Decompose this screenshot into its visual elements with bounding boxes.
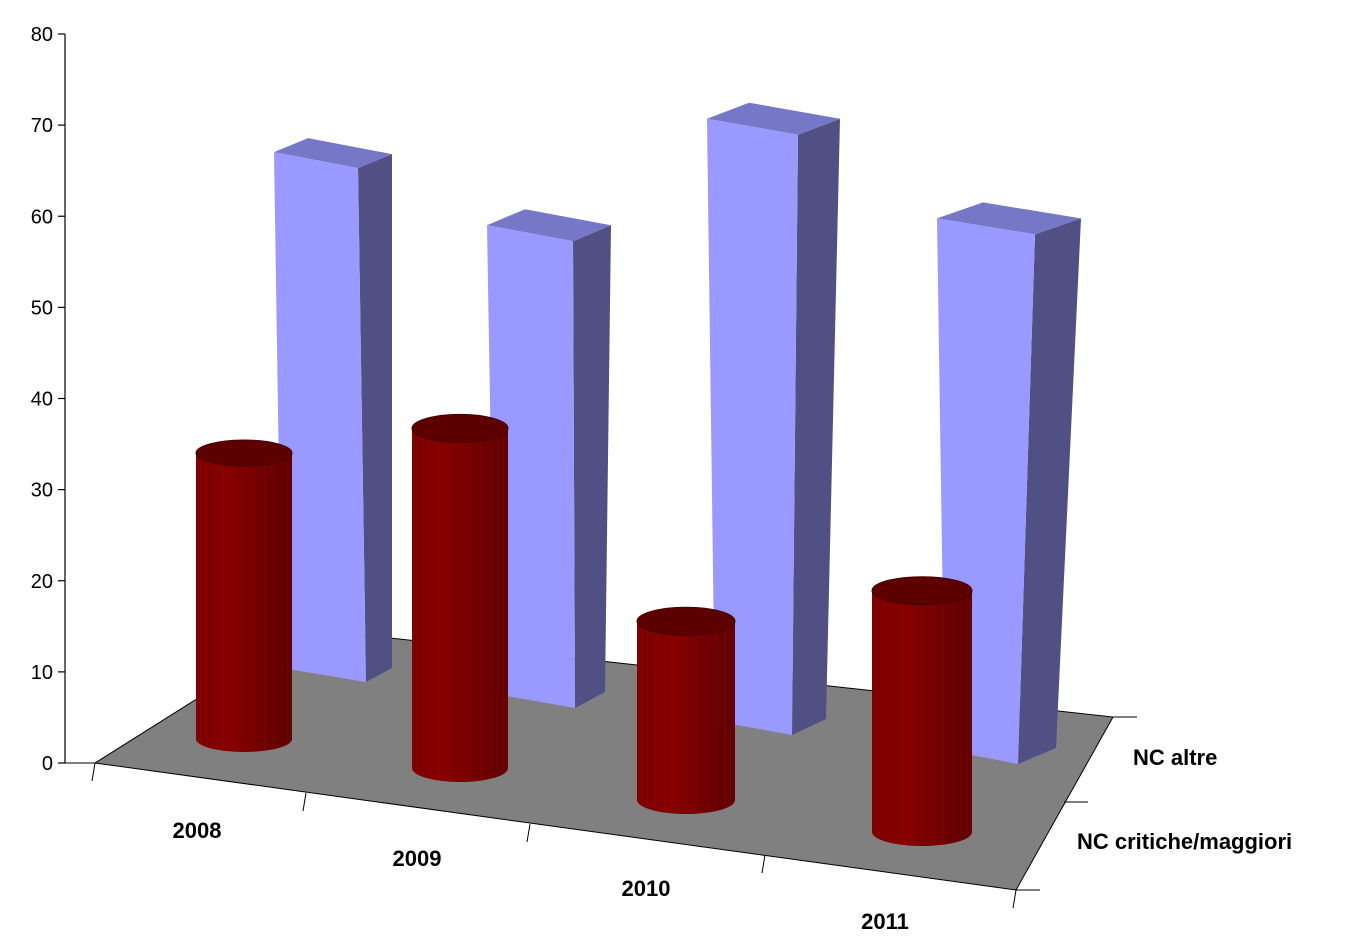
y-tick-label: 80 [31,24,53,46]
y-tick-label: 30 [31,480,53,502]
cylinder-top [636,606,736,636]
y-tick-label: 70 [31,115,53,137]
bar-nc-altre-2008 [274,152,366,683]
x-tick-mark [526,823,531,843]
bar-top [937,202,1081,235]
x-category-label: 2010 [622,876,671,901]
bar-side [1018,218,1081,764]
cylinder-top [195,439,293,467]
y-tick-label: 0 [42,753,53,775]
x-tick-mark [761,854,766,874]
series-axis-label: NC critiche/maggiori [1077,829,1292,854]
y-tick-label: 10 [31,662,53,684]
x-category-label: 2009 [393,846,442,871]
x-tick-mark [302,792,307,812]
y-tick-label: 20 [31,571,53,593]
bar-nc-altre-2009 [487,225,575,708]
x-tick-mark [1012,889,1017,909]
x-tick-mark [91,762,96,782]
bar-nc-altre-2010 [707,118,798,735]
y-tick-label: 50 [31,297,53,319]
x-category-label: 2011 [861,909,909,934]
cylinder-top [871,576,973,606]
bar-side [792,118,840,735]
y-tick-label: 60 [31,206,53,228]
y-tick-label: 40 [31,389,53,411]
bar-side [573,225,611,708]
x-category-label: 2008 [173,818,222,843]
bar-side [358,154,392,683]
bar-top [487,209,611,242]
series-axis-label: NC altre [1133,745,1217,770]
bar-top [707,102,840,135]
bar-top [274,138,392,169]
cylinder-top [411,413,509,443]
